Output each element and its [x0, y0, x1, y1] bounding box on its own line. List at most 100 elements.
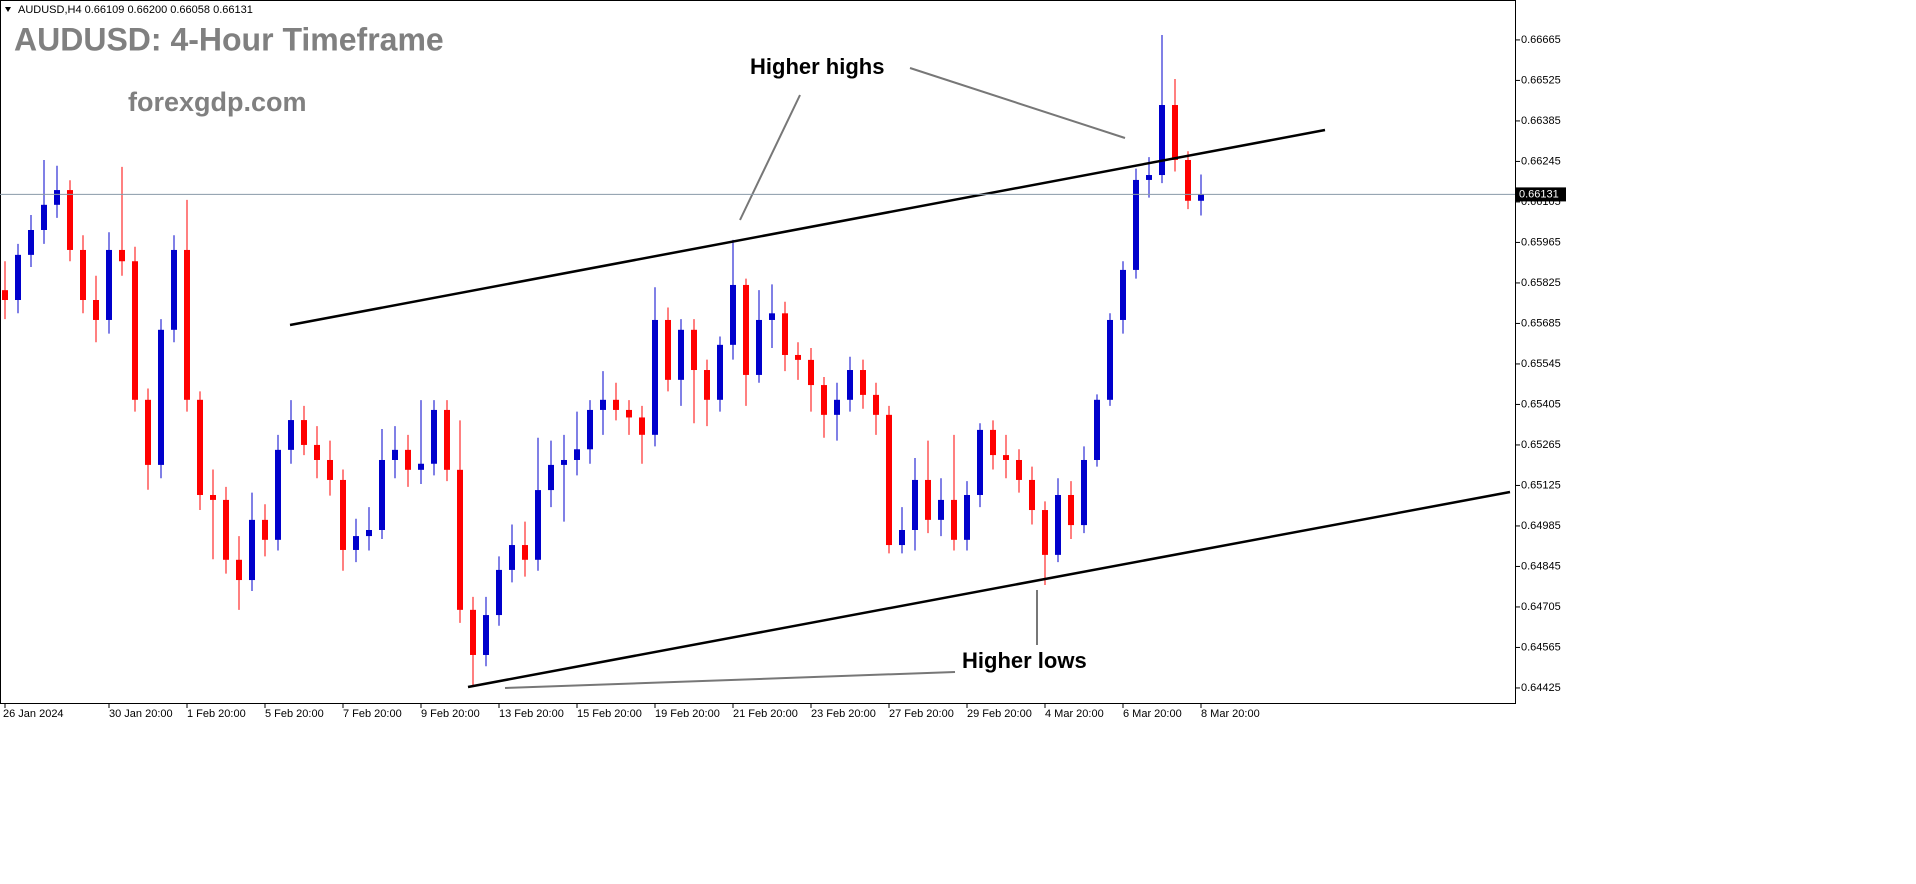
- candle-body: [1068, 494, 1074, 526]
- upper-trendline: [289, 128, 1326, 327]
- y-tick-label: 0.64985: [1521, 520, 1561, 532]
- x-tick-label: 1 Feb 20:00: [187, 708, 246, 720]
- candle-body: [54, 190, 60, 205]
- x-tick-label: 27 Feb 20:00: [889, 708, 954, 720]
- candle-body: [405, 449, 411, 470]
- candle-body: [119, 249, 125, 262]
- candle-body: [1159, 105, 1165, 176]
- candle-body: [67, 190, 73, 250]
- y-tick-label: 0.64705: [1521, 601, 1561, 613]
- candle-body: [821, 385, 827, 415]
- candle-body: [535, 490, 541, 560]
- candle-body: [262, 519, 268, 540]
- candle-body: [587, 409, 593, 450]
- candle-body: [704, 370, 710, 400]
- candle-body: [197, 399, 203, 495]
- candle-body: [132, 261, 138, 400]
- candle-body: [678, 329, 684, 380]
- candles: [2, 35, 1204, 686]
- candle-body: [665, 319, 671, 380]
- candle-body: [964, 494, 970, 540]
- candle-body: [28, 229, 34, 255]
- candle-body: [2, 290, 8, 301]
- x-tick-label: 4 Mar 20:00: [1045, 708, 1104, 720]
- candle-body: [1081, 459, 1087, 526]
- candle-body: [93, 300, 99, 320]
- y-tick-label: 0.65545: [1521, 358, 1561, 370]
- candle-body: [314, 444, 320, 460]
- y-tick-label: 0.66665: [1521, 34, 1561, 46]
- candle-body: [41, 204, 47, 230]
- x-tick-label: 29 Feb 20:00: [967, 708, 1032, 720]
- candle-body: [1198, 194, 1204, 201]
- candle-body: [652, 319, 658, 435]
- header-arrow: [5, 7, 11, 12]
- y-tick-label: 0.65685: [1521, 317, 1561, 329]
- candle-body: [340, 479, 346, 550]
- x-tick-label: 9 Feb 20:00: [421, 708, 480, 720]
- y-tick-label: 0.66385: [1521, 115, 1561, 127]
- candle-body: [249, 519, 255, 581]
- x-tick-label: 26 Jan 2024: [3, 708, 64, 720]
- candle-body: [483, 615, 489, 655]
- candle-body: [808, 359, 814, 386]
- candle-body: [561, 459, 567, 465]
- candle-body: [145, 399, 151, 465]
- symbol-header: AUDUSD,H4 0.66109 0.66200 0.66058 0.6613…: [18, 4, 253, 16]
- candle-body: [847, 370, 853, 400]
- candle-body: [184, 249, 190, 400]
- x-tick-label: 7 Feb 20:00: [343, 708, 402, 720]
- candle-body: [1003, 455, 1009, 460]
- pointer-line: [739, 94, 801, 221]
- y-tick-label: 0.66525: [1521, 74, 1561, 86]
- candle-body: [431, 409, 437, 464]
- candle-body: [860, 370, 866, 395]
- candle-body: [730, 284, 736, 345]
- y-tick-label: 0.64845: [1521, 560, 1561, 572]
- pointer-line: [504, 671, 956, 689]
- candle-body: [873, 394, 879, 415]
- lower-trendline: [467, 490, 1511, 689]
- candle-body: [522, 545, 528, 560]
- pointer-line: [909, 67, 1126, 139]
- candle-body: [236, 559, 242, 581]
- candle-body: [1107, 319, 1113, 400]
- y-tick-label: 0.65405: [1521, 398, 1561, 410]
- candle-body: [327, 459, 333, 480]
- candle-body: [444, 409, 450, 470]
- candle-body: [600, 399, 606, 410]
- y-tick-label: 0.65125: [1521, 479, 1561, 491]
- x-tick-label: 23 Feb 20:00: [811, 708, 876, 720]
- candle-body: [756, 319, 762, 375]
- candle-body: [899, 529, 905, 546]
- candle-body: [990, 429, 996, 456]
- candle-body: [626, 409, 632, 418]
- x-tick-label: 30 Jan 20:00: [109, 708, 173, 720]
- candle-body: [1133, 179, 1139, 270]
- plot-frame: [0, 0, 1516, 704]
- x-tick-label: 15 Feb 20:00: [577, 708, 642, 720]
- y-tick-label: 0.65265: [1521, 439, 1561, 451]
- y-tick-label: 0.66245: [1521, 155, 1561, 167]
- candle-body: [548, 464, 554, 491]
- x-tick-label: 6 Mar 20:00: [1123, 708, 1182, 720]
- candle-body: [80, 249, 86, 301]
- candle-body: [301, 420, 307, 445]
- chart-title: AUDUSD: 4-Hour Timeframe: [14, 21, 444, 57]
- x-tick-label: 19 Feb 20:00: [655, 708, 720, 720]
- x-tick-label: 13 Feb 20:00: [499, 708, 564, 720]
- y-tick-label: 0.65965: [1521, 236, 1561, 248]
- candle-body: [171, 249, 177, 330]
- candle-body: [1016, 459, 1022, 480]
- candle-body: [1055, 494, 1061, 555]
- candle-body: [1146, 175, 1152, 180]
- candle-body: [769, 313, 775, 320]
- candle-body: [951, 499, 957, 540]
- annotation: Higher lows: [962, 648, 1087, 673]
- candle-body: [1172, 105, 1178, 160]
- candle-body: [379, 459, 385, 530]
- candle-body: [509, 545, 515, 570]
- candle-body: [210, 494, 216, 500]
